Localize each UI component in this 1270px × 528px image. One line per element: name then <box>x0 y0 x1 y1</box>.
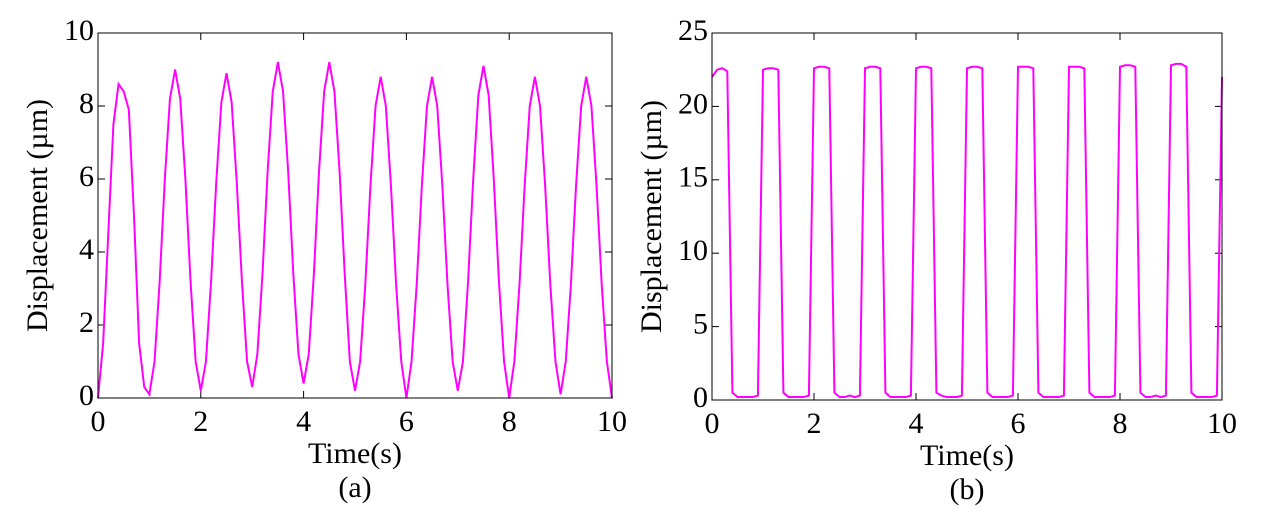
x-axis-label: Time(s) <box>920 439 1014 472</box>
y-tick-label: 0 <box>693 381 708 414</box>
x-tick-label: 4 <box>296 405 311 438</box>
y-tick-label: 6 <box>79 160 94 193</box>
y-tick-label: 15 <box>678 161 708 194</box>
data-line <box>711 62 1223 399</box>
x-tick-label: 2 <box>193 405 208 438</box>
axes-frame <box>711 32 1223 401</box>
y-tick-label: 5 <box>693 307 708 340</box>
x-tick-label: 2 <box>807 407 822 440</box>
y-tick-label: 10 <box>64 14 94 47</box>
x-tick-label: 4 <box>909 407 924 440</box>
caption: (a) <box>338 471 371 504</box>
x-axis-label: Time(s) <box>308 437 402 470</box>
x-tick-label: 8 <box>502 405 517 438</box>
y-tick-label: 8 <box>79 87 94 120</box>
x-tick-label: 8 <box>1113 407 1128 440</box>
data-line <box>97 62 613 399</box>
y-tick-label: 0 <box>79 379 94 412</box>
y-tick-label: 25 <box>678 14 708 47</box>
y-tick-label: 10 <box>678 234 708 267</box>
y-axis-label: Displacement (µm) <box>635 100 668 333</box>
panel: 0 2 4 6 8 10 0 2 4 6 8 10 Time(s)(a) Displacement (µm… <box>21 14 627 504</box>
caption: (b) <box>950 473 985 506</box>
y-tick-label: 2 <box>79 306 94 339</box>
x-tick-label: 0 <box>91 405 106 438</box>
panel: 0 2 4 6 8 10 0 5 10 15 20 25 Time(s)(b) Displacement … <box>635 14 1237 506</box>
x-tick-label: 10 <box>597 405 627 438</box>
x-tick-label: 0 <box>705 407 720 440</box>
x-tick-label: 6 <box>1011 407 1026 440</box>
x-tick-label: 6 <box>399 405 414 438</box>
y-axis-label: Displacement (µm) <box>21 99 54 332</box>
x-tick-label: 10 <box>1207 407 1237 440</box>
y-tick-label: 4 <box>79 233 94 266</box>
y-tick-label: 20 <box>678 87 708 120</box>
axes-frame <box>97 32 613 399</box>
